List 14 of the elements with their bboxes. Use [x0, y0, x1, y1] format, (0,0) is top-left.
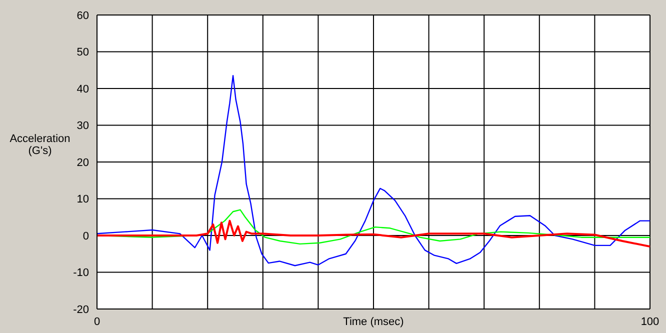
y-tick-label: 10: [76, 194, 89, 206]
y-tick-label: -20: [73, 304, 89, 316]
y-tick-label: 50: [76, 46, 89, 59]
y-tick-label: 0: [82, 230, 89, 242]
y-tick-label: -10: [73, 267, 89, 280]
line-series: [97, 220, 650, 248]
y-tick-label: 30: [76, 120, 89, 132]
y-tick-label: 60: [76, 10, 89, 22]
x-axis-title: Time (msec): [343, 316, 404, 328]
y-axis-title: Acceleration (G's): [8, 133, 72, 157]
x-tick-label: 100: [640, 316, 660, 328]
line-series: [97, 75, 650, 266]
y-tick-label: 40: [76, 83, 89, 96]
y-tick-label: 20: [76, 156, 89, 169]
